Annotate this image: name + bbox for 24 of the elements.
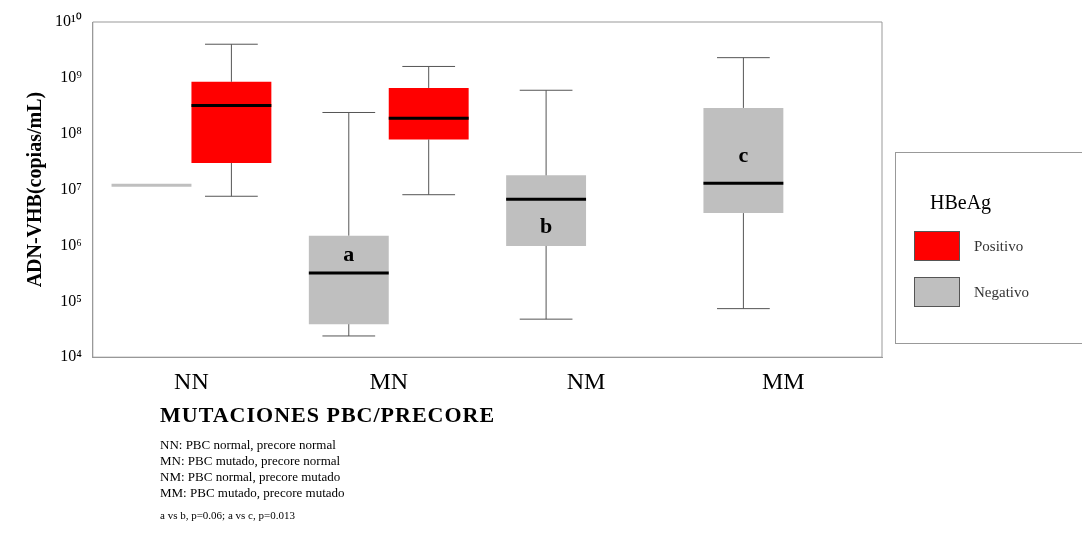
x-tick-label: MM [762,367,805,394]
legend-title: HBeAg [930,191,992,214]
text: MN: PBC mutado, precore normal [160,453,342,469]
y-tick-label: 10⁷ [60,179,82,197]
text: a vs b, p=0.06; a vs c, p=0.013 [160,508,296,523]
x-tick-label: MN [369,367,409,394]
annotation: b [539,213,553,239]
text: NN: PBC normal, precore normal [160,437,337,453]
y-axis-title: ADN-VHB(copias/mL) [23,91,47,288]
text: MM: PBC mutado, precore mutado [160,485,345,501]
annotation: a [343,240,355,266]
y-tick-label: 10⁸ [60,123,82,141]
y-tick-label: 10¹⁰ [55,12,82,30]
y-tick-label: 10⁴ [60,347,83,365]
y-tick-label: 10⁵ [60,291,82,309]
x-tick-label: NM [566,367,606,394]
legend-label: Negativo [974,283,1029,301]
legend-label: Positivo [974,237,1024,255]
x-tick-label: NN [174,367,209,394]
x-axis-title: MUTACIONES PBC/PRECORE [160,402,496,428]
text: NM: PBC normal, precore mutado [160,469,342,485]
y-tick-label: 10⁹ [60,68,83,86]
y-tick-label: 10⁶ [60,235,82,253]
annotation: c [738,141,749,167]
